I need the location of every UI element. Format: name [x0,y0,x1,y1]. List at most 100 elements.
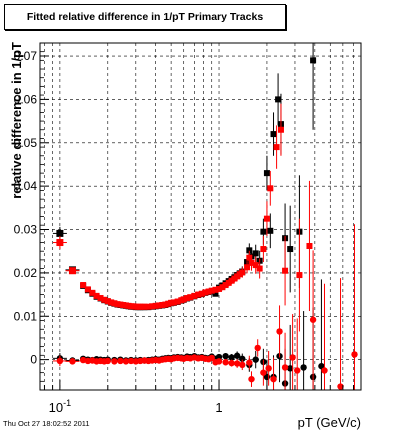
data-point [275,96,282,103]
data-point [267,185,274,192]
data-point [122,358,130,365]
data-point [246,254,253,261]
data-point [277,126,284,133]
y-tick-label: 0.04 [14,179,38,193]
data-point [222,359,229,366]
data-point [145,303,152,310]
data-point [93,292,100,299]
data-point [244,264,251,271]
y-tick-label: 0 [30,353,37,367]
data-point [170,299,177,306]
data-point [239,361,246,369]
x-tick-label: 1 [215,400,222,415]
data-point [187,294,194,301]
y-axis-label: relative difference in 1/pT [9,42,24,199]
data-point [321,367,328,374]
data-point [202,289,209,296]
data-point [289,354,296,361]
data-point [141,303,148,310]
data-point [260,246,267,253]
data-point [281,364,289,371]
data-point [309,316,317,323]
data-point [286,365,294,372]
data-point [174,298,181,305]
data-point [216,285,223,292]
data-point [56,229,64,237]
data-point [273,144,280,151]
data-point [248,259,255,266]
data-point [219,284,226,291]
data-point [246,247,253,254]
data-point [239,269,246,276]
data-point [180,296,187,303]
data-point [296,272,303,279]
data-point [212,290,219,297]
data-point [108,299,115,306]
data-point [152,302,159,309]
y-tick-label: 0.01 [14,309,38,323]
series-4 [52,224,358,390]
data-point [260,369,267,376]
data-point [294,367,301,374]
data-point [239,355,246,362]
series-1 [52,43,317,311]
grid [40,43,361,390]
data-point [222,282,229,289]
data-point [56,357,64,365]
timestamp: Thu Oct 27 18:02:52 2011 [3,419,90,428]
data-point [246,359,253,366]
data-point [208,287,215,294]
data-point [306,242,313,249]
data-point [111,358,118,365]
data-point [260,228,267,235]
data-point [159,301,166,308]
data-point [222,352,229,360]
series-2 [52,103,313,332]
data-point [228,359,235,367]
data-point [149,303,156,310]
data-point [80,282,87,289]
data-point [127,357,135,365]
data-point [111,300,118,307]
y-tick-label: 0.02 [14,266,38,280]
data-point [101,296,108,303]
data-point [184,295,191,302]
data-point [252,356,259,363]
data-point [208,354,215,362]
y-tick-label: 0.05 [14,136,38,150]
data-point [263,215,270,222]
data-point [228,354,235,361]
data-point [69,358,76,365]
data-point [263,170,270,177]
axes: 0 0.01 0.02 0.03 0.04 0.05 0.06 0.07 10-1 1 [14,49,355,415]
data-point [267,227,274,234]
data-point [337,383,344,390]
data-point [287,246,294,253]
data-point [282,267,289,274]
data-point [256,265,263,272]
series-layer [52,43,358,390]
data-point [198,290,205,297]
data-point [276,328,283,335]
data-point [79,356,87,364]
data-point [233,352,241,359]
y-tick-label: 0.07 [14,49,38,63]
data-point [68,267,76,275]
data-point [215,358,223,365]
x-axis-label: pT (GeV/c) [298,415,361,430]
data-point [270,131,277,138]
data-point [104,298,111,305]
data-point [265,365,272,372]
data-point [156,302,163,309]
data-point [270,375,277,383]
y-tick-label: 0.06 [14,92,38,106]
data-point [205,288,212,295]
data-point [84,286,91,293]
data-point [351,351,358,358]
chart-title: Fitted relative difference in 1/pT Prima… [4,4,286,30]
data-point [310,57,317,64]
data-point [117,357,124,365]
y-tick-label: 0.03 [14,223,38,237]
data-point [97,295,104,302]
data-point [191,292,198,299]
